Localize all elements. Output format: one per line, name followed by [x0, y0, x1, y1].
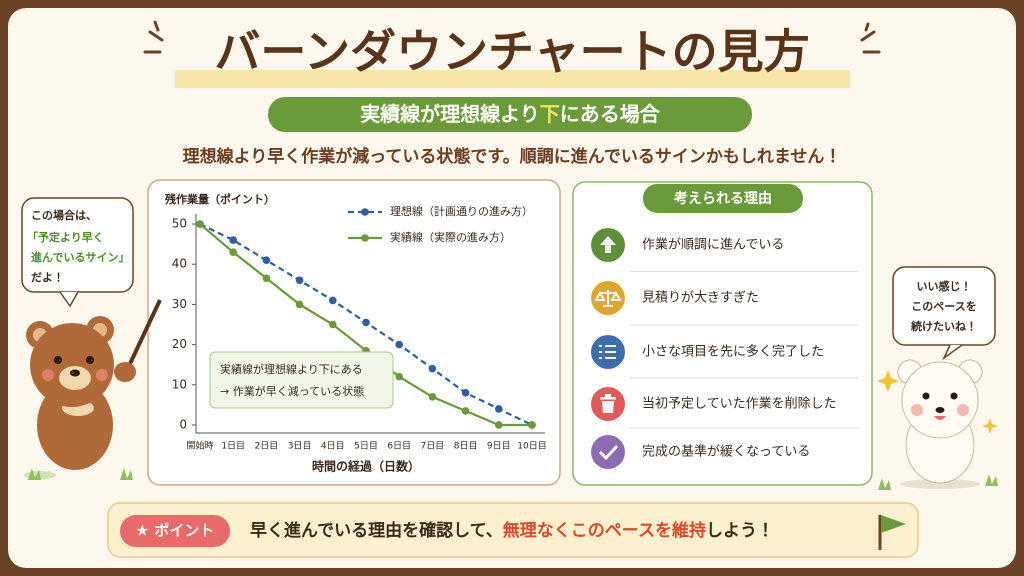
y-axis-label: 残作業量（ポイント） [164, 192, 275, 206]
plot: 0 10 20 30 40 50 開始時 1日目 2日目 3日目 4日目 5日目 6日目 7日目 8日目 9日… [172, 204, 547, 452]
reasons-list: 作業が順調に進んでいる見積りが大きすぎた小さな項目を先に多く完了した当初予定して… [591, 228, 858, 469]
data-point [295, 276, 304, 285]
data-point [262, 256, 271, 265]
y-tick-label: 30 [172, 297, 187, 311]
annotation: → 作業が早く減っている状態 [220, 384, 364, 398]
x-tick-label: 1日目 [221, 441, 245, 452]
x-tick-label: 6日目 [387, 441, 411, 452]
y-tick-label: 0 [179, 417, 187, 431]
data-point [329, 296, 337, 305]
subtitle-part: 実績線が理想線より [360, 102, 540, 126]
reason-icon [591, 435, 625, 469]
bubble-tail [59, 291, 79, 308]
data-point [229, 236, 237, 244]
point-highlight: 無理なくこのペースを維持 [503, 520, 706, 541]
y-tick-label: 50 [172, 217, 187, 231]
x-tick-label: 4日目 [321, 441, 345, 452]
data-point [495, 405, 503, 413]
reasons-header [643, 184, 803, 213]
reason-icon [591, 281, 625, 315]
title-deco [143, 20, 881, 54]
y-tick-label: 10 [172, 377, 187, 391]
flag [878, 515, 906, 550]
lead: 理想線より早く作業が減っている状態です。順調に進んでいるサインかもしれません！ [183, 146, 842, 167]
point-part: しよう！ [706, 521, 774, 541]
data-point [362, 318, 370, 327]
data-point [395, 372, 404, 381]
x-tick-label: 8日目 [454, 441, 478, 452]
subtitle-part: にある場合 [560, 102, 661, 126]
y-tick-label: 40 [172, 257, 187, 271]
bubble-text: いい感じ！ [917, 279, 972, 293]
legend-marker [361, 208, 369, 216]
legend-label: 実績線（実際の進み方） [390, 230, 511, 244]
reason-icon [591, 228, 625, 262]
point-badge [120, 515, 230, 547]
x-axis-label: 時間の経過（日数） [312, 459, 420, 474]
bubble-text: だよ！ [31, 271, 64, 284]
legend-label: 理想線（計画通りの進み方） [390, 204, 533, 218]
reason-text: 完成の基準が緩くなっている [642, 444, 810, 460]
subtitle-highlight: 下 [540, 102, 560, 126]
x-tick-label: 5日目 [354, 441, 378, 452]
data-point [229, 248, 237, 256]
data-point [461, 389, 470, 397]
bubble-text: 続けたいね！ [910, 319, 977, 333]
data-point [528, 421, 536, 429]
reason-text: 作業が順調に進んでいる [642, 237, 784, 253]
data-point [495, 421, 503, 429]
subtitle: 実績線が理想線より下にある場合 [360, 102, 661, 126]
speech-bubble [892, 266, 996, 346]
reasons-box [572, 181, 873, 486]
title: バーンダウンチャートの見方 [214, 25, 809, 79]
data-point [395, 340, 404, 349]
chart-box [147, 179, 561, 486]
data-point [295, 300, 304, 309]
reason-text: 当初予定していた作業を削除した [642, 396, 837, 412]
point-part: 早く進んでいる理由を確認して、 [250, 520, 503, 541]
data-point [262, 274, 271, 283]
reason-icon [591, 387, 625, 421]
bubble-text: この場合は、 [31, 208, 97, 222]
legend-marker [361, 234, 369, 242]
title-highlight [175, 70, 850, 88]
reason-icon [591, 335, 625, 369]
x-tick-label: 7日目 [421, 441, 445, 452]
bubble-text: 進んでいるサイン」 [31, 250, 129, 264]
x-tick-label: 3日目 [288, 441, 312, 452]
reason-text: 見積りが大きすぎた [642, 291, 759, 306]
grass [28, 468, 998, 490]
point-badge-text: ★ ポイント [136, 522, 215, 540]
annotation-box [209, 351, 394, 409]
bear-left [24, 299, 162, 479]
bubble-text: このペースを [911, 300, 976, 313]
subtitle-pill [268, 97, 752, 132]
data-point [428, 393, 437, 401]
y-tick-label: 20 [172, 337, 187, 351]
x-tick-label: 2日目 [255, 441, 279, 452]
x-tick-label: 9日目 [487, 441, 511, 452]
data-point [428, 364, 437, 373]
point-bar [107, 502, 919, 558]
point-text: 早く進んでいる理由を確認して、無理なくこのペースを維持しよう！ [250, 520, 774, 541]
x-tick-label: 開始時 [186, 440, 213, 452]
data-point [461, 407, 470, 415]
reason-text: 小さな項目を先に多く完了した [642, 345, 824, 360]
annotation: 実績線が理想線より下にある [220, 362, 363, 376]
data-point [196, 220, 204, 228]
data-point [329, 320, 337, 329]
bear-right [877, 359, 998, 489]
bubble-text: 「予定より早く [27, 230, 104, 244]
bubble-tail [942, 344, 963, 361]
reasons-title: 考えられる理由 [673, 190, 772, 207]
x-tick-label: 10日目 [517, 441, 546, 452]
